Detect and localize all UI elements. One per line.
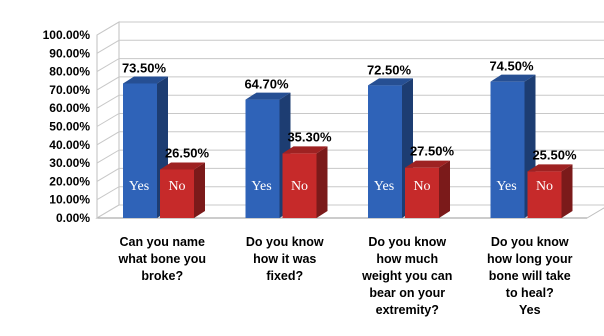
x-tick-label: how long your (487, 252, 573, 266)
series-label: No (413, 179, 430, 194)
bar (368, 85, 402, 218)
bar-side (561, 164, 573, 218)
bar-top (245, 92, 291, 100)
gridlines (96, 21, 604, 219)
y-tick-label: 70.00% (49, 83, 90, 97)
gridline (96, 76, 604, 91)
x-tick-label: how it was (253, 252, 316, 266)
y-tick-label: 10.00% (49, 193, 90, 207)
series-label: No (536, 179, 553, 194)
series-label: Yes (374, 179, 394, 194)
bar (282, 153, 317, 218)
bar (245, 99, 280, 218)
bar (490, 81, 525, 218)
data-label: 25.50% (532, 147, 577, 162)
x-tick-label: fixed? (266, 269, 303, 283)
data-label: 74.50% (489, 59, 534, 74)
gridline (96, 113, 604, 127)
y-tick-label: 90.00% (49, 46, 90, 60)
x-tick-label: Do you know (246, 235, 324, 249)
series-label: No (168, 179, 185, 194)
x-tick-label: extremity? (376, 303, 439, 317)
y-tick-label: 100.00% (43, 28, 91, 42)
series-label: No (291, 179, 308, 194)
bar (160, 169, 194, 218)
gridline (96, 58, 604, 73)
data-label: 73.50% (122, 60, 167, 75)
y-tick-label: 0.00% (56, 211, 90, 225)
y-tick-label: 40.00% (49, 138, 90, 152)
bar (123, 83, 157, 219)
x-tick-label: to heal? (506, 286, 554, 300)
y-tick-label: 20.00% (49, 174, 90, 188)
y-axis-tick-labels: 0.00% 10.00% 20.00% 30.00% 40.00% 50.00% 60.00… (43, 28, 91, 225)
bar (527, 171, 562, 218)
data-labels: 73.50% Yes 26.50% No 64.70% Yes 35.30% No 72.50%… (122, 59, 577, 194)
data-label: 72.50% (367, 62, 412, 77)
bar-top (160, 162, 205, 170)
data-label: 35.30% (287, 129, 332, 144)
data-label: 27.50% (410, 144, 455, 159)
data-label: 26.50% (165, 146, 210, 161)
x-tick-label: Yes (519, 303, 541, 317)
y-tick-label: 30.00% (49, 156, 90, 170)
y-tick-label: 60.00% (49, 101, 90, 115)
bar-top (527, 164, 573, 172)
bar-side (316, 146, 328, 218)
bar-top (405, 160, 450, 168)
gridline (96, 131, 604, 146)
gridline (96, 149, 604, 164)
bar-top (368, 78, 413, 86)
y-tick-label: 80.00% (49, 65, 90, 79)
x-tick-label: bone will take (489, 269, 571, 283)
series-label: Yes (251, 179, 271, 194)
x-tick-label: bear on your (369, 286, 445, 300)
y-tick-label: 50.00% (49, 120, 90, 134)
bars (123, 74, 573, 219)
series-label: Yes (496, 179, 516, 194)
x-axis-category-labels: Can you name what bone you broke? Do you kn… (118, 235, 573, 317)
bar-side (439, 160, 450, 218)
bar-top (282, 146, 328, 154)
x-tick-label: what bone you (118, 252, 207, 266)
x-tick-label: weight you can (361, 269, 452, 283)
data-label: 64.70% (244, 77, 289, 92)
gridline (96, 39, 604, 54)
x-tick-label: Do you know (491, 235, 569, 249)
bar (405, 167, 439, 218)
gridline (96, 21, 604, 36)
series-label: Yes (129, 179, 149, 194)
bar-top (123, 76, 168, 84)
x-tick-label: Can you name (120, 235, 205, 249)
x-tick-label: Do you know (368, 235, 446, 249)
gridline (96, 94, 604, 109)
bar-side (194, 162, 205, 218)
x-tick-label: how much (376, 252, 438, 266)
x-tick-label: broke? (141, 269, 183, 283)
bar-top (490, 74, 536, 82)
